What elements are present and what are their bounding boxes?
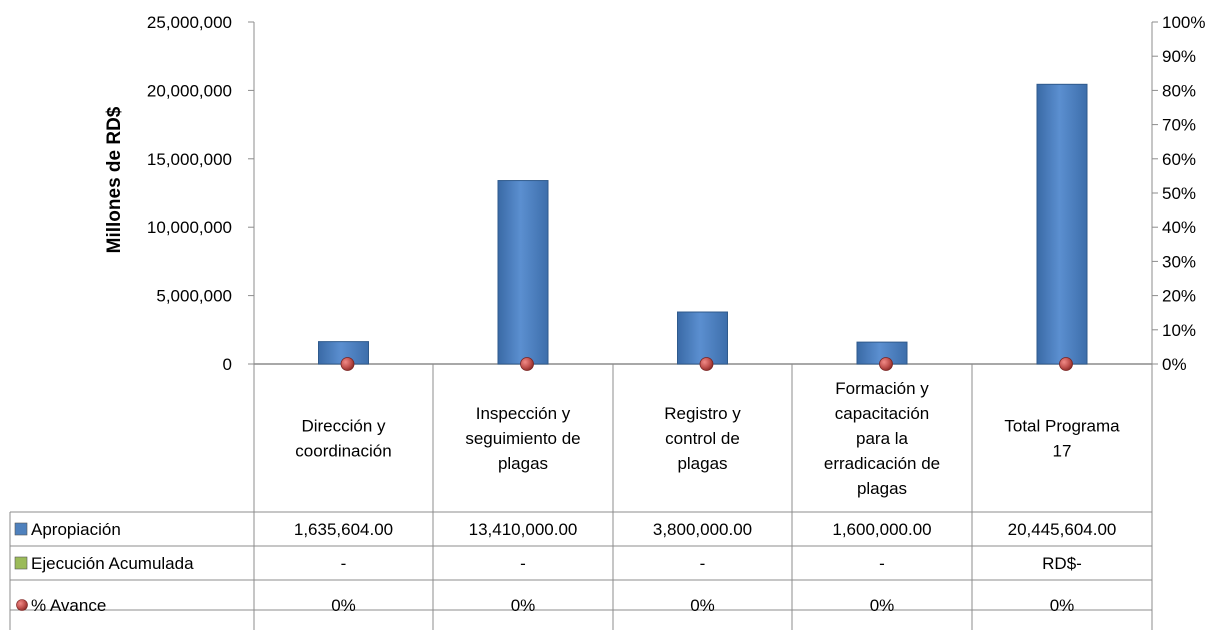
y2-tick-label: 100% <box>1162 13 1205 32</box>
x-tick-label-line: plagas <box>857 479 907 498</box>
x-tick-label-line: Registro y <box>664 404 741 423</box>
data-table: Dirección y coordinación Inspección y segui… <box>9 364 1153 630</box>
x-tick-label-line: 17 <box>1053 442 1072 461</box>
bar <box>497 180 549 365</box>
bar <box>677 311 728 365</box>
x-tick-label-line: coordinación <box>295 442 391 461</box>
data-label: 0% <box>511 596 536 615</box>
y-tick-label: 25,000,000 <box>147 13 232 32</box>
data-label: RD$- <box>1042 554 1082 573</box>
data-label: 1,600,000.00 <box>832 520 931 539</box>
x-tick-label: Total Programa 17 <box>1004 417 1120 461</box>
x-tick-label-line: plagas <box>677 454 727 473</box>
y-tick-label: 15,000,000 <box>147 150 232 169</box>
x-tick-label-line: seguimiento de <box>465 429 580 448</box>
x-tick-label-line: Inspección y <box>476 404 571 423</box>
markers <box>340 357 1073 371</box>
x-tick-label-line: plagas <box>498 454 548 473</box>
x-tick-label-line: para la <box>856 429 909 448</box>
legend-key <box>14 556 28 570</box>
y2-tick-label: 40% <box>1162 218 1196 237</box>
legend-label: Apropiación <box>31 520 121 539</box>
x-tick-label: Dirección y coordinación <box>295 417 391 461</box>
avance-marker <box>879 357 893 371</box>
y2-tick-label: 30% <box>1162 252 1196 271</box>
y2-tick-label: 20% <box>1162 287 1196 306</box>
legend-key <box>14 522 28 536</box>
legend-label: Ejecución Acumulada <box>31 554 194 573</box>
avance-marker <box>520 357 534 371</box>
legend-key <box>16 599 28 611</box>
y2-tick-label: 10% <box>1162 321 1196 340</box>
x-tick-label-line: Dirección y <box>301 417 386 436</box>
legend-label: % Avance <box>31 596 106 615</box>
x-tick-label-line: control de <box>665 429 740 448</box>
data-label: - <box>700 554 706 573</box>
data-label: - <box>879 554 885 573</box>
bars <box>318 83 1088 365</box>
x-tick-label-line: Total Programa <box>1004 417 1120 436</box>
x-tick-label-line: capacitación <box>835 404 930 423</box>
y-tick-label: 0 <box>223 355 232 374</box>
avance-marker <box>340 357 355 371</box>
data-label: 0% <box>690 596 715 615</box>
y-tick-label: 20,000,000 <box>147 81 232 100</box>
avance-marker <box>1059 357 1073 371</box>
data-label: 0% <box>870 596 895 615</box>
data-label: 13,410,000.00 <box>469 520 578 539</box>
data-label: 3,800,000.00 <box>653 520 752 539</box>
x-tick-label-line: erradicación de <box>824 454 940 473</box>
x-tick-label-line: Formación y <box>835 379 929 398</box>
data-label: - <box>520 554 526 573</box>
y2-axis-ticks: 0% 10% 20% 30% 40% 50% 60% 70% 80% 90% 100% <box>1152 13 1205 374</box>
y2-tick-label: 80% <box>1162 81 1196 100</box>
data-label: 0% <box>331 596 356 615</box>
data-label: 20,445,604.00 <box>1008 520 1117 539</box>
data-label: - <box>341 554 347 573</box>
avance-marker <box>699 357 714 371</box>
y2-tick-label: 50% <box>1162 184 1196 203</box>
x-tick-label: Formación y capacitación para la erradicaci… <box>824 379 940 498</box>
x-tick-label: Registro y control de plagas <box>664 404 741 473</box>
data-label: 0% <box>1050 596 1075 615</box>
y-axis-ticks: 0 5,000,000 10,000,000 15,000,000 20,000,000… <box>147 13 254 374</box>
y-axis-label: Millones de RD$ <box>104 106 125 253</box>
data-label: 1,635,604.00 <box>294 520 393 539</box>
y2-tick-label: 70% <box>1162 116 1196 135</box>
y2-tick-label: 60% <box>1162 150 1196 169</box>
y-tick-label: 10,000,000 <box>147 218 232 237</box>
y-tick-label: 5,000,000 <box>156 287 232 306</box>
bar <box>1036 83 1088 365</box>
x-tick-label: Inspección y seguimiento de plagas <box>465 404 580 473</box>
y2-tick-label: 90% <box>1162 47 1196 66</box>
y2-tick-label: 0% <box>1162 355 1187 374</box>
